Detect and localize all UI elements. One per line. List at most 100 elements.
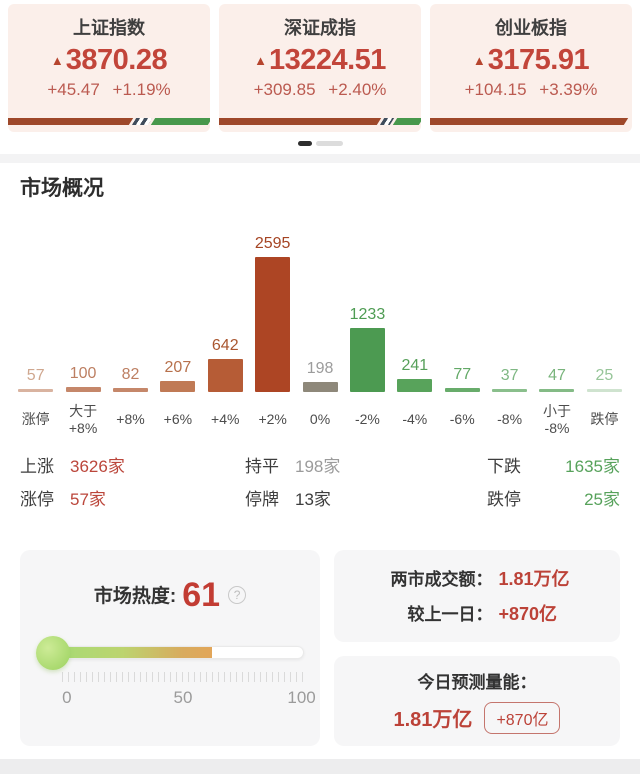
stat-cell: 涨停 57家 bbox=[20, 485, 245, 510]
gauge-ticks bbox=[62, 671, 304, 682]
bar-value: 100 bbox=[69, 364, 97, 382]
gauge-label-max: 100 bbox=[287, 687, 316, 707]
gauge-bulb-icon bbox=[36, 635, 70, 670]
bar-category-label: 小于 -8% bbox=[542, 402, 571, 436]
bar-category-label: -2% bbox=[354, 411, 380, 428]
index-card[interactable]: 创业板指 ▲ 3175.91 +104.15 +3.39% bbox=[430, 4, 632, 132]
chart-column: 37 -8% bbox=[486, 232, 533, 442]
stat-cell: 下跌 1635家 bbox=[487, 452, 620, 477]
index-name: 深证成指 bbox=[284, 18, 356, 38]
bar bbox=[160, 380, 196, 392]
index-price: 3870.28 bbox=[65, 44, 168, 76]
turnover-row: 两市成交额： 1.81万亿 bbox=[348, 565, 606, 591]
pager-dot-inactive[interactable] bbox=[315, 141, 343, 146]
index-price-row: ▲ 3870.28 bbox=[8, 44, 210, 77]
gauge-fill bbox=[63, 647, 212, 659]
chart-column: 82 +8% bbox=[107, 232, 154, 442]
advance-decline-ratio-bar bbox=[8, 118, 210, 125]
stats-row: 涨停 57家 停牌 13家 跌停 25家 bbox=[20, 481, 620, 514]
bar-category-label: 跌停 bbox=[590, 411, 619, 428]
bar-value: 642 bbox=[211, 336, 239, 354]
bar-category-label: +6% bbox=[163, 411, 193, 428]
stat-label: 下跌 bbox=[487, 456, 521, 476]
index-card[interactable]: 深证成指 ▲ 13224.51 +309.85 +2.40% bbox=[219, 4, 421, 132]
bar bbox=[112, 387, 148, 392]
advance-decline-ratio-bar bbox=[430, 118, 632, 125]
turnover-change-label: 较上一日： bbox=[407, 605, 493, 625]
bar bbox=[207, 358, 243, 392]
index-cards-row: 上证指数 ▲ 3870.28 +45.47 +1.19% 深证成指 ▲ 1322… bbox=[0, 0, 640, 132]
chart-column: 47 小于 -8% bbox=[533, 232, 580, 442]
bar-category-label: 0% bbox=[309, 411, 331, 428]
forecast-title: 今日预测量能： bbox=[417, 672, 537, 692]
index-card[interactable]: 上证指数 ▲ 3870.28 +45.47 +1.19% bbox=[8, 4, 210, 132]
green-segment bbox=[151, 118, 210, 125]
bar-value: 77 bbox=[453, 365, 472, 383]
gauge-label-mid: 50 bbox=[173, 687, 193, 707]
bar-value: 47 bbox=[548, 366, 566, 384]
market-stats: 上涨 3626家 持平 198家 下跌 1635家涨停 57家 停牌 13家 跌停 25… bbox=[20, 448, 620, 514]
chart-column: 57 涨停 bbox=[12, 232, 59, 442]
bar-area: 2595 bbox=[249, 232, 296, 392]
bar-area: 207 bbox=[154, 232, 201, 392]
bar-value: 198 bbox=[306, 359, 334, 377]
index-name: 上证指数 bbox=[73, 18, 145, 38]
stat-label: 上涨 bbox=[20, 456, 54, 476]
neutral-segment bbox=[379, 118, 394, 125]
section-divider bbox=[0, 154, 640, 163]
bar bbox=[255, 256, 291, 392]
bar-value: 241 bbox=[401, 356, 429, 374]
heat-gauge bbox=[36, 635, 304, 670]
stat-value: 3626家 bbox=[70, 456, 125, 476]
index-change-abs: +309.85 bbox=[253, 80, 316, 99]
stat-label: 涨停 bbox=[20, 489, 54, 509]
pager-dot-active[interactable] bbox=[297, 141, 312, 146]
help-icon[interactable]: ? bbox=[228, 585, 247, 604]
stat-cell: 跌停 25家 bbox=[487, 485, 620, 510]
turnover-change-value: +870亿 bbox=[498, 604, 558, 625]
bar-value: 37 bbox=[500, 366, 519, 384]
gauge-scale-labels: 0 50 100 bbox=[62, 687, 316, 710]
chart-column: 2595 +2% bbox=[249, 232, 296, 442]
bar bbox=[18, 388, 54, 392]
bar-category-label: +2% bbox=[258, 411, 287, 428]
bar bbox=[302, 381, 338, 392]
bar-area: 100 bbox=[59, 232, 106, 392]
index-change-pct: +1.19% bbox=[112, 80, 171, 99]
stat-value: 198家 bbox=[295, 456, 341, 476]
stat-cell: 停牌 13家 bbox=[245, 485, 487, 510]
bar-area: 77 bbox=[439, 232, 486, 392]
bar-area: 82 bbox=[107, 232, 154, 392]
index-price-row: ▲ 3175.91 bbox=[430, 44, 632, 77]
turnover-change-row: 较上一日： +870亿 bbox=[348, 600, 606, 626]
chart-column: 207 +6% bbox=[154, 232, 201, 442]
bar-area: 1233 bbox=[344, 232, 391, 392]
gauge-label-min: 0 bbox=[62, 687, 72, 707]
index-name: 创业板指 bbox=[495, 18, 567, 38]
advance-decline-distribution-chart: 57 涨停 100 大于 +8% 82 +8% 207 +6% 642 +4% … bbox=[12, 232, 628, 442]
index-change-row: +309.85 +2.40% bbox=[219, 80, 421, 100]
bar-value: 1233 bbox=[349, 305, 386, 323]
stat-label: 停牌 bbox=[245, 489, 279, 509]
chart-column: 198 0% bbox=[296, 232, 343, 442]
stat-label: 跌停 bbox=[487, 489, 521, 509]
turnover-card: 两市成交额： 1.81万亿 较上一日： +870亿 bbox=[334, 549, 620, 642]
stat-cell: 持平 198家 bbox=[245, 452, 487, 477]
index-change-row: +45.47 +1.19% bbox=[8, 80, 210, 100]
up-triangle-icon: ▲ bbox=[50, 53, 64, 68]
bar bbox=[586, 388, 622, 392]
market-heat-value: 61 bbox=[182, 575, 221, 614]
market-heat-card: 市场热度: 61 ? 0 50 100 bbox=[20, 549, 320, 746]
index-price-row: ▲ 13224.51 bbox=[219, 44, 421, 77]
forecast-change-badge: +870亿 bbox=[484, 701, 561, 734]
section-title: 市场概况 bbox=[20, 176, 104, 200]
bar-category-label: 涨停 bbox=[21, 411, 50, 428]
bar-value: 207 bbox=[164, 358, 192, 376]
bar-category-label: +8% bbox=[116, 411, 145, 428]
red-segment bbox=[430, 118, 629, 125]
pager bbox=[0, 141, 640, 146]
chart-column: 25 跌停 bbox=[581, 232, 628, 442]
bar-category-label: -6% bbox=[449, 411, 475, 428]
index-price: 3175.91 bbox=[487, 44, 590, 76]
